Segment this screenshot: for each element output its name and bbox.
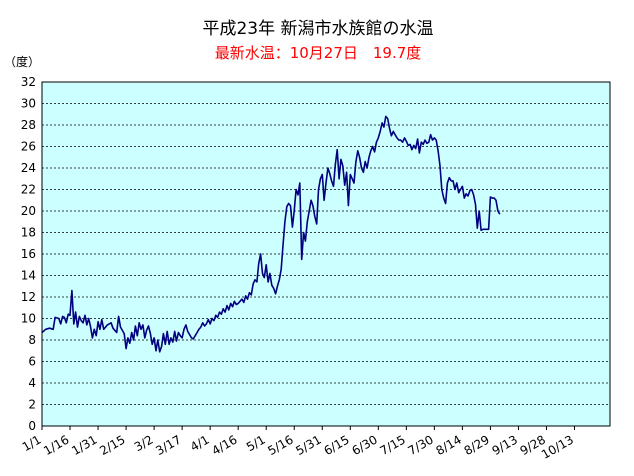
x-tick-label: 1/1 — [20, 432, 44, 454]
plot-border — [41, 81, 611, 427]
x-tick-label: 2/15 — [97, 432, 127, 458]
x-tick-label: 3/2 — [132, 432, 156, 454]
y-tick-label: 22 — [21, 183, 36, 197]
x-tick-label: 4/1 — [188, 432, 212, 454]
x-tick-label: 1/16 — [41, 432, 71, 458]
x-tick-labels: 1/11/161/312/15 3/23/17 4/14/16 5/15/165/31… — [20, 426, 576, 462]
y-tick-label: 6 — [28, 355, 36, 369]
x-tick-label: 6/15 — [321, 432, 351, 458]
y-tick-label: 14 — [21, 269, 36, 283]
x-tick-label: 8/29 — [462, 432, 492, 458]
x-tick-label: 7/15 — [378, 432, 408, 458]
x-tick-label: 10/13 — [539, 432, 576, 461]
x-tick-label: 3/17 — [153, 432, 183, 458]
y-tick-label: 20 — [21, 204, 36, 218]
series-line — [41, 115, 501, 353]
y-tick-label: 10 — [21, 312, 36, 326]
chart-subtitle: 最新水温：10月27日 19.7度 — [215, 44, 422, 62]
x-tick-label: 9/13 — [490, 432, 520, 458]
y-tick-label: 16 — [21, 247, 36, 261]
y-tick-label: 12 — [21, 290, 36, 304]
x-tick-label: 1/31 — [69, 432, 99, 458]
y-tick-label: 30 — [21, 97, 36, 111]
y-tick-label: 24 — [21, 161, 36, 175]
x-tick-label: 5/1 — [244, 432, 268, 454]
x-tick-label: 4/16 — [209, 432, 239, 458]
x-tick-label: 5/31 — [293, 432, 323, 458]
x-tick-label: 6/30 — [349, 432, 379, 458]
x-tick-label: 7/30 — [406, 432, 436, 458]
y-tick-label: 2 — [28, 398, 36, 412]
y-tick-label: 18 — [21, 226, 36, 240]
y-tick-label: 28 — [21, 118, 36, 132]
y-tick-label: 0 — [28, 419, 36, 433]
y-tick-label: 32 — [21, 75, 36, 89]
y-tick-label: 8 — [28, 333, 36, 347]
x-tick-label: 8/14 — [434, 432, 464, 458]
y-tick-label: 26 — [21, 140, 36, 154]
x-tick-label: 5/16 — [265, 432, 295, 458]
y-tick-label: 4 — [28, 376, 36, 390]
y-axis-label: （度） — [4, 54, 40, 69]
chart-title: 平成23年 新潟市水族館の水温 — [202, 19, 433, 39]
